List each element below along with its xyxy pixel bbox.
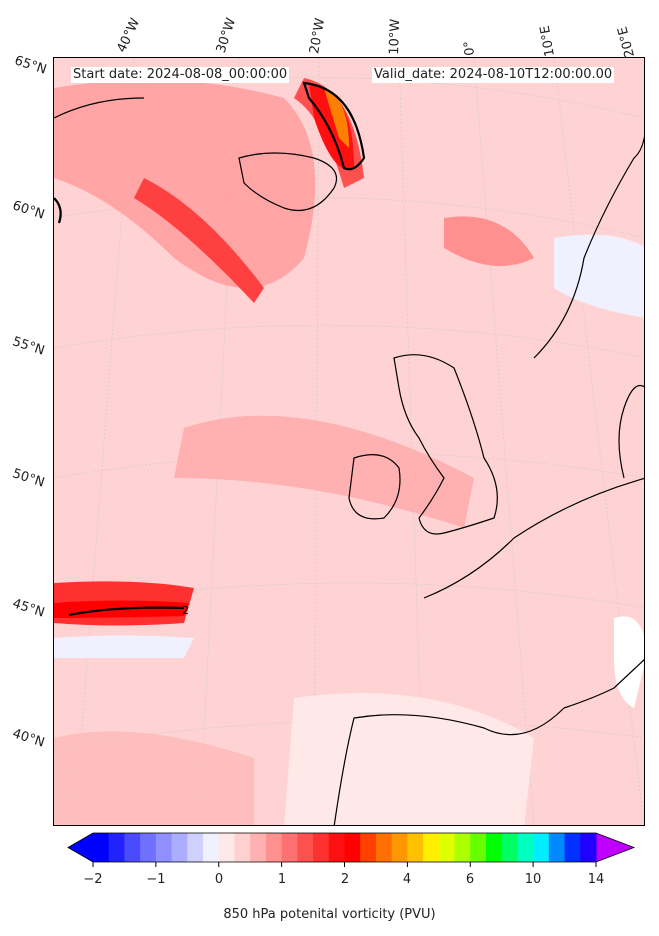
lat-label: 60°N <box>10 198 47 223</box>
colorbar-tick: 10 <box>524 872 542 887</box>
colorbar-bin <box>485 833 503 862</box>
colorbar-bin <box>140 833 157 862</box>
lon-label: 10°W <box>387 18 404 55</box>
lon-label: 30°W <box>213 16 240 55</box>
lon-label: 0° <box>461 40 478 57</box>
colorbar-bin <box>93 833 110 862</box>
start-date: Start date: 2024-08-08_00:00:00 <box>71 67 290 83</box>
lat-label: 65°N <box>12 53 49 78</box>
lat-label: 50°N <box>10 466 47 491</box>
pv-map: 2 <box>53 57 645 826</box>
colorbar-bin <box>580 833 597 862</box>
colorbar-bin <box>297 833 314 862</box>
colorbar-bin <box>108 833 125 862</box>
colorbar-bin <box>328 833 345 862</box>
lat-label: 55°N <box>10 334 47 359</box>
colorbar-bin <box>124 833 141 862</box>
lon-label: 20°E <box>615 24 638 59</box>
colorbar-bin <box>375 833 393 862</box>
colorbar-bin <box>407 833 424 862</box>
colorbar-bin <box>155 833 173 862</box>
colorbar-bin <box>454 833 471 862</box>
lon-label: 10°E <box>537 24 558 58</box>
colorbar-tick: 1 <box>277 872 287 887</box>
colorbar-tick: 2 <box>340 872 350 887</box>
lon-label: 20°W <box>307 17 329 55</box>
colorbar-tick: 6 <box>465 872 475 887</box>
colorbar-bin <box>218 833 235 862</box>
colorbar-bin <box>470 833 487 862</box>
colorbar-bin <box>564 833 581 862</box>
coastlines <box>54 97 644 825</box>
valid-date: Valid_date: 2024-08-10T12:00:00.00 <box>372 67 615 83</box>
colorbar-tick: 0 <box>214 872 224 887</box>
lat-label: 40°N <box>10 726 47 751</box>
colorbar-tick: −1 <box>146 872 166 887</box>
pv-field: 2 <box>54 58 644 825</box>
pv-2-contours <box>54 81 366 617</box>
colorbar-bin <box>360 833 377 862</box>
colorbar-bin <box>423 833 440 862</box>
colorbar-extend-under <box>68 833 93 862</box>
colorbar <box>67 832 636 867</box>
colorbar-bin <box>501 833 518 862</box>
colorbar-tick: −2 <box>83 872 103 887</box>
colorbar-bin <box>265 833 283 862</box>
contour-label: 2 <box>182 604 189 617</box>
colorbar-bin <box>250 833 267 862</box>
colorbar-bin <box>517 833 534 862</box>
colorbar-bin <box>344 833 361 862</box>
lon-label: 40°W <box>114 16 144 55</box>
colorbar-bin <box>281 833 298 862</box>
colorbar-bin <box>187 833 204 862</box>
colorbar-extend-over <box>596 833 634 862</box>
colorbar-bin <box>234 833 251 862</box>
colorbar-bin <box>391 833 408 862</box>
colorbar-tick: 14 <box>587 872 605 887</box>
colorbar-label: 850 hPa potenital vorticity (PVU) <box>223 907 436 922</box>
lat-label: 45°N <box>10 596 47 621</box>
colorbar-bin <box>548 833 566 862</box>
colorbar-tick: 4 <box>402 872 412 887</box>
colorbar-bin <box>438 833 456 862</box>
colorbar-bin <box>171 833 188 862</box>
colorbar-bin <box>313 833 330 862</box>
colorbar-bin <box>533 833 550 862</box>
pv-shading <box>54 78 644 825</box>
colorbar-bin <box>203 833 220 862</box>
